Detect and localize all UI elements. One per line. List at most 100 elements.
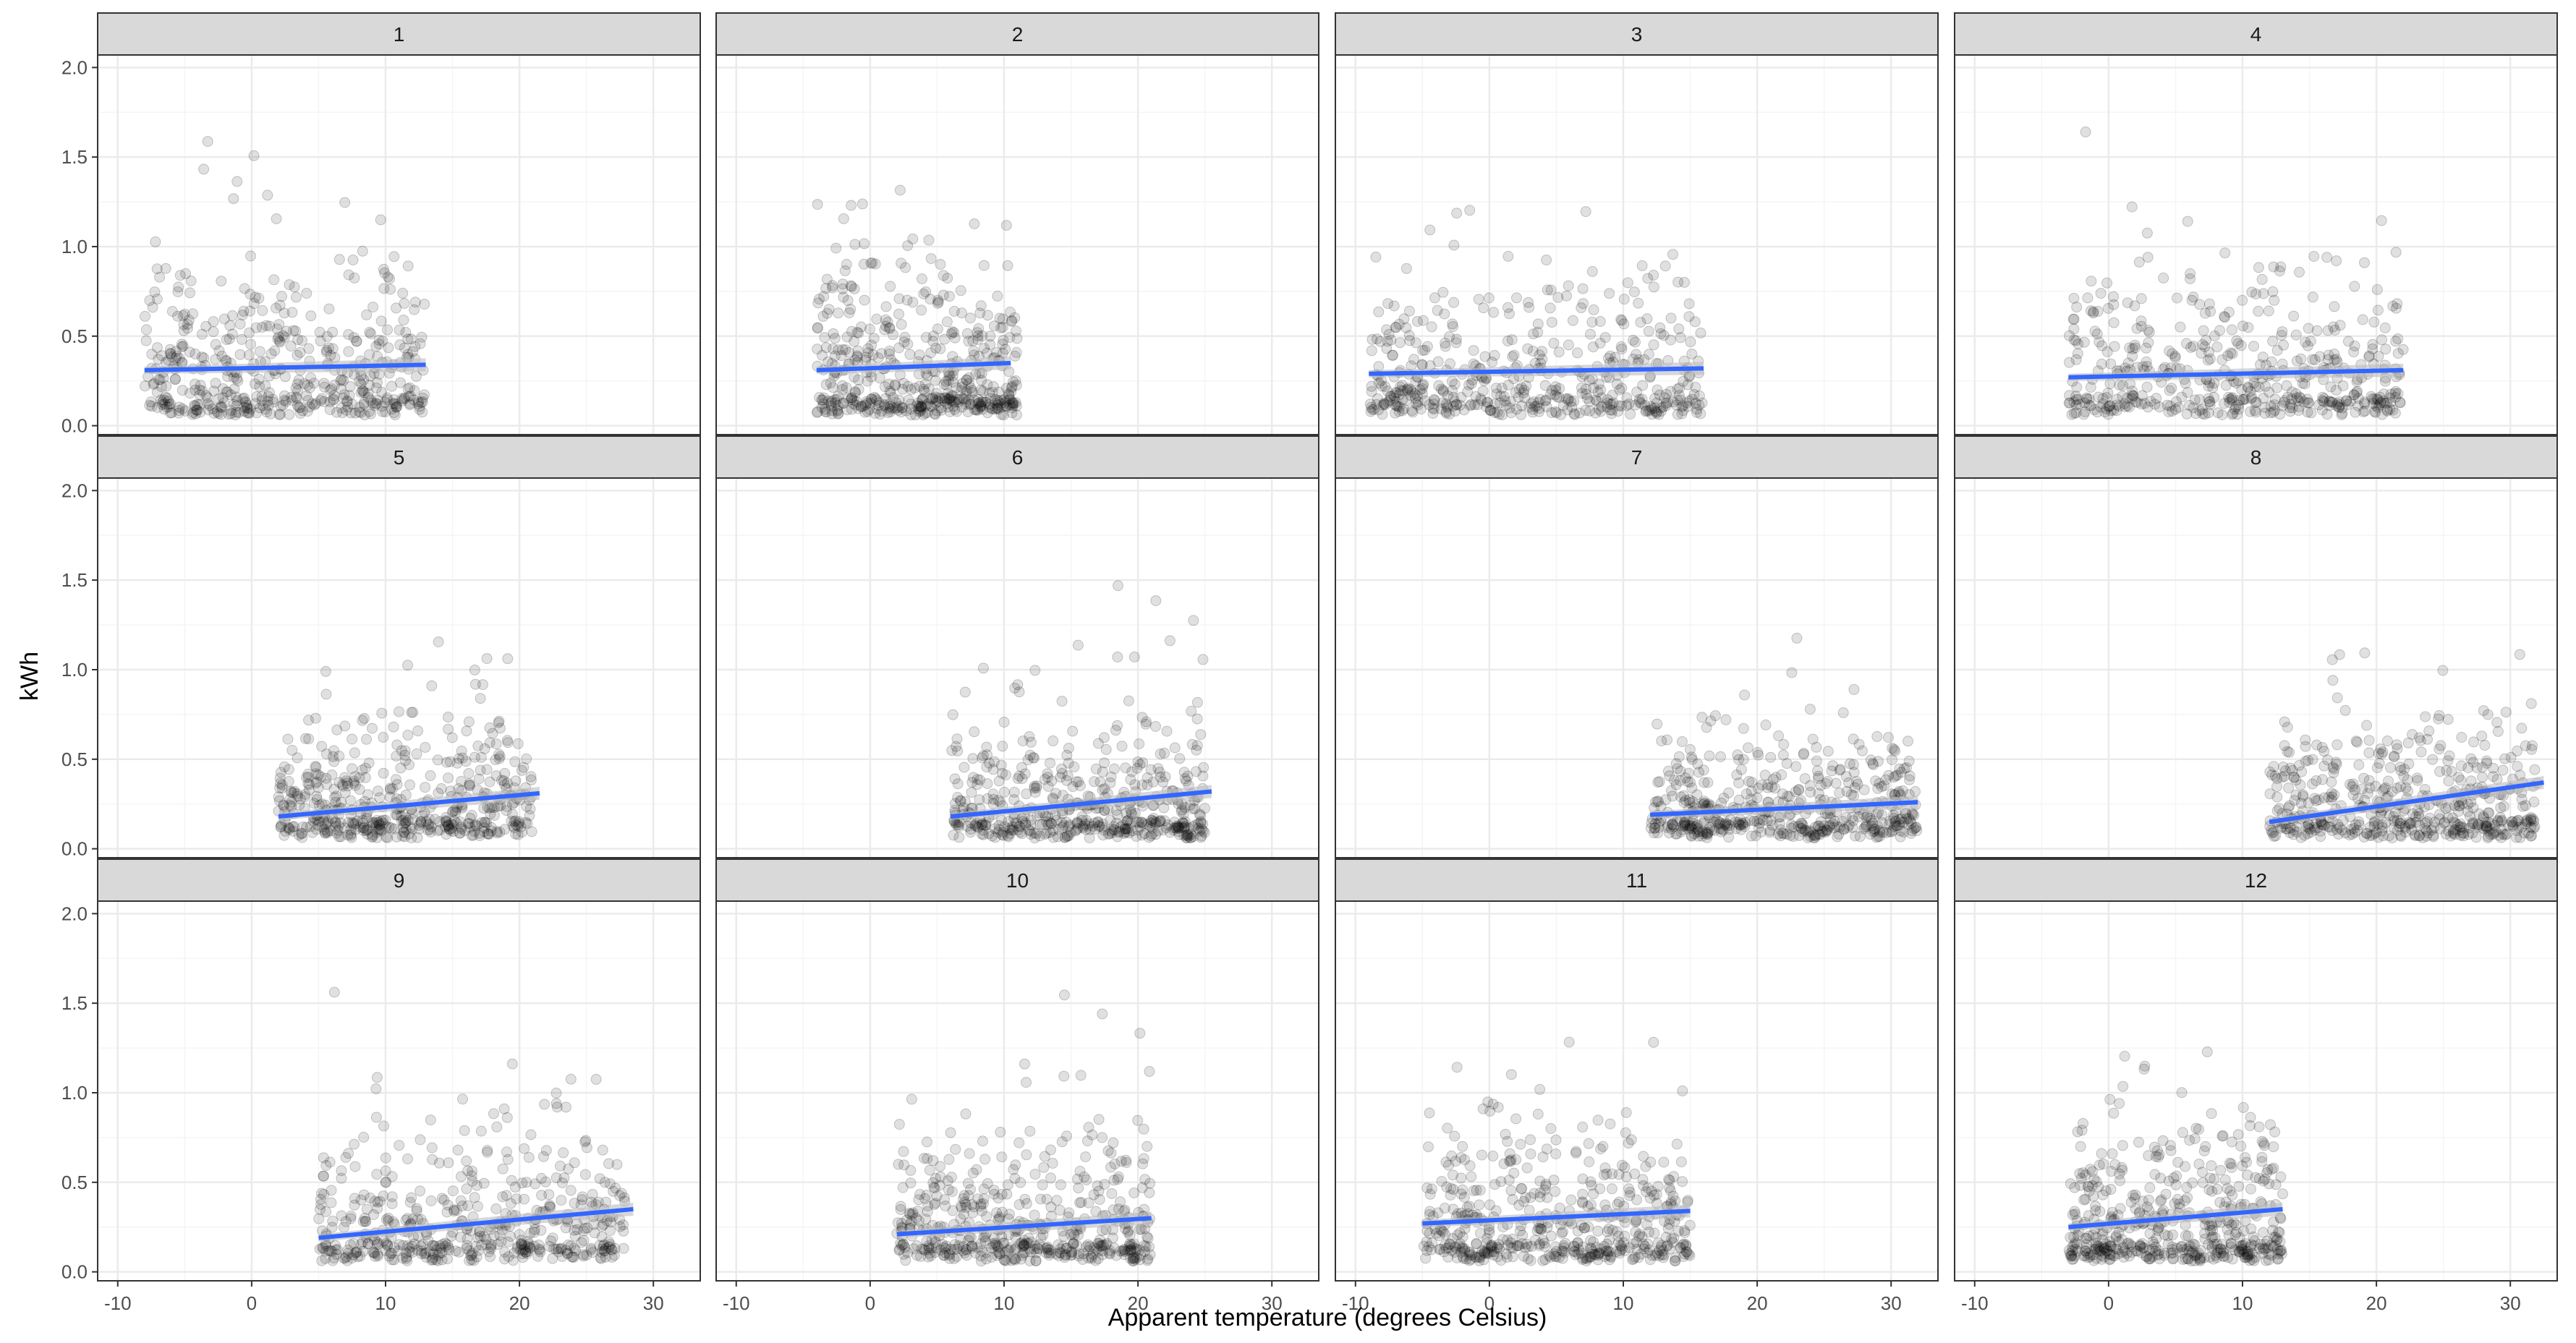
data-point [958, 762, 970, 773]
data-point [1577, 283, 1589, 294]
data-point [488, 809, 500, 821]
data-point [1392, 387, 1403, 398]
data-point [336, 374, 347, 385]
data-point [959, 686, 971, 698]
data-point [1448, 297, 1460, 308]
data-point [231, 395, 243, 406]
data-point [837, 278, 849, 290]
data-point [2455, 830, 2466, 841]
data-point [2302, 828, 2313, 840]
data-point [2260, 380, 2271, 392]
data-point [207, 403, 218, 414]
data-point [365, 394, 377, 406]
data-point [157, 396, 168, 408]
data-point [304, 401, 315, 413]
data-point [195, 406, 206, 418]
data-point [876, 406, 888, 417]
data-point [926, 401, 938, 412]
data-point [1424, 224, 1436, 236]
data-point [1006, 316, 1017, 327]
data-point [1002, 260, 1013, 271]
data-point [553, 1243, 564, 1255]
data-point [2333, 401, 2345, 413]
data-point [2394, 396, 2406, 408]
data-point [244, 327, 255, 338]
data-point [475, 751, 487, 763]
data-point [367, 302, 379, 313]
data-point [2269, 405, 2281, 416]
data-point [1483, 292, 1495, 304]
data-point [161, 380, 172, 392]
data-point [404, 391, 416, 402]
data-point [172, 286, 184, 297]
data-point [394, 706, 404, 717]
data-point [218, 397, 230, 408]
facet-panel-8: 8 [1954, 435, 2558, 858]
data-point [551, 1101, 563, 1113]
data-point [154, 271, 166, 283]
data-point [1437, 286, 1449, 298]
data-point [394, 324, 405, 336]
data-point [946, 326, 958, 338]
data-point [2091, 328, 2103, 340]
data-point [202, 392, 213, 404]
data-point [362, 392, 374, 404]
data-point [992, 402, 1003, 414]
data-point [370, 1083, 382, 1094]
data-point [371, 1169, 383, 1180]
data-point [197, 385, 208, 397]
data-point [187, 308, 198, 320]
data-point [932, 323, 943, 335]
data-point [830, 397, 841, 409]
data-point [2326, 791, 2338, 803]
data-point [190, 404, 202, 416]
y-tick-label: 1.5 [61, 992, 88, 1014]
data-point [885, 281, 896, 292]
data-point [2169, 351, 2181, 362]
data-point [222, 386, 233, 398]
data-point [328, 393, 339, 405]
data-point [876, 348, 887, 359]
data-point [978, 1183, 990, 1195]
data-point [2092, 306, 2104, 317]
data-point [354, 401, 365, 413]
data-point [980, 397, 992, 408]
data-point [1190, 766, 1202, 777]
data-point [195, 380, 206, 391]
data-point [478, 803, 490, 814]
data-point [1421, 341, 1433, 352]
data-point [2203, 393, 2214, 404]
data-point [2349, 784, 2360, 796]
facet-panel-7: 7 [1335, 435, 1939, 858]
data-point [164, 344, 176, 355]
data-point [872, 400, 884, 412]
data-point [1034, 819, 1046, 830]
data-point [1045, 757, 1055, 769]
data-point [2361, 720, 2373, 731]
data-point [2267, 336, 2279, 347]
facet-strip-label: 6 [1012, 446, 1024, 469]
data-point [258, 400, 269, 412]
data-point [900, 262, 911, 273]
data-point [1696, 712, 1708, 723]
data-point [2246, 286, 2258, 298]
data-point [532, 1250, 544, 1262]
data-point [294, 402, 306, 414]
data-point [370, 1112, 382, 1123]
data-point [416, 1248, 428, 1259]
data-point [883, 378, 895, 390]
data-point [978, 260, 990, 271]
data-point [303, 715, 314, 726]
data-point [812, 322, 823, 333]
data-point [1089, 776, 1100, 788]
data-point [302, 395, 314, 406]
data-point [923, 234, 935, 246]
data-point [345, 1213, 357, 1224]
data-point [569, 1198, 580, 1209]
data-point [2287, 764, 2298, 776]
data-point [286, 307, 298, 318]
data-point [276, 779, 288, 790]
data-point [2372, 304, 2384, 316]
data-point [401, 1255, 413, 1266]
data-point [555, 1160, 566, 1172]
